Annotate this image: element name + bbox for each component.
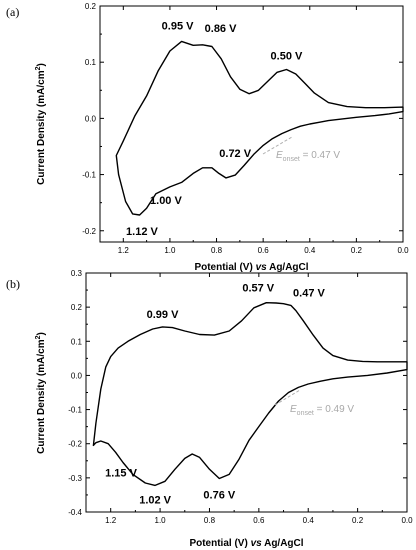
onset-label-value: = 0.49 V <box>314 404 355 415</box>
x-axis-title: Potential (V) vs Ag/AgCl <box>194 262 308 273</box>
onset-tangent-line <box>262 136 293 155</box>
x-tick-label: 0.0 <box>397 246 409 255</box>
y-tick-label: 0.2 <box>71 303 83 312</box>
x-tick-label: 0.2 <box>352 516 364 525</box>
peak-label: 0.76 V <box>203 490 235 502</box>
peak-label: 0.47 V <box>293 287 325 299</box>
onset-label: Eonset = 0.49 V <box>290 404 354 417</box>
y-tick-label: 0.1 <box>85 58 97 67</box>
cv-curve <box>115 40 404 216</box>
y-tick-label: 0.1 <box>71 337 83 346</box>
x-axis-title-prefix: Potential (V) <box>189 538 250 549</box>
y-tick-label: 0.0 <box>85 114 97 123</box>
cv-curve <box>92 302 408 487</box>
peak-label: 0.50 V <box>271 50 303 62</box>
peak-label: 1.15 V <box>105 467 137 479</box>
y-axis-title: Current Density (mA/cm2) <box>35 63 47 185</box>
y-tick-label: -0.2 <box>68 440 82 449</box>
y-tick-label: -0.4 <box>68 508 82 517</box>
x-axis-title-suffix: Ag/AgCl <box>267 262 309 273</box>
y-axis-title-main: Current Density (mA/cm <box>36 70 47 185</box>
x-tick-label: 0.4 <box>304 246 316 255</box>
x-axis-title: Potential (V) vs Ag/AgCl <box>189 538 303 549</box>
peak-label: 0.72 V <box>219 148 251 160</box>
peak-label: 0.86 V <box>205 23 237 35</box>
y-tick-label: -0.2 <box>82 227 96 236</box>
y-tick-label: 0.2 <box>85 2 97 11</box>
y-axis-title-close: ) <box>36 63 47 66</box>
y-tick-label: -0.1 <box>82 171 96 180</box>
x-tick-label: 1.0 <box>164 246 176 255</box>
onset-label-value: = 0.47 V <box>300 150 341 161</box>
x-tick-label: 0.8 <box>211 246 223 255</box>
y-axis: 0.2 0.1 0.0 -0.1 -0.2 <box>82 2 403 236</box>
onset-label-sub: onset <box>283 156 300 163</box>
x-axis-title-prefix: Potential (V) <box>194 262 255 273</box>
x-tick-label: 0.2 <box>351 246 363 255</box>
x-tick-label: 0.6 <box>253 516 265 525</box>
x-tick-label: 0.0 <box>401 516 413 525</box>
x-axis: 1.2 1.0 0.8 0.6 0.4 0.2 0.0 <box>118 6 409 255</box>
y-axis: 0.3 0.2 0.1 0.0 -0.1 -0.2 -0.3 -0.4 <box>68 269 407 517</box>
panel-label: (a) <box>6 5 19 19</box>
y-axis-title-close: ) <box>36 332 47 335</box>
peak-label: 0.95 V <box>162 20 194 32</box>
y-axis-title: Current Density (mA/cm2) <box>35 332 47 454</box>
onset-label: Eonset = 0.47 V <box>276 150 340 163</box>
y-axis-title-main: Current Density (mA/cm <box>36 339 47 454</box>
x-axis-title-italic: vs <box>251 538 263 549</box>
y-axis-title-sup: 2 <box>35 66 42 70</box>
peak-label: 1.12 V <box>126 226 158 238</box>
x-axis-title-italic: vs <box>256 262 268 273</box>
x-tick-label: 1.2 <box>105 516 117 525</box>
panel-label: (b) <box>6 277 20 291</box>
peak-label: 0.57 V <box>242 283 274 295</box>
x-tick-label: 0.4 <box>303 516 315 525</box>
y-axis-title-sup: 2 <box>35 335 42 339</box>
x-tick-label: 0.8 <box>204 516 216 525</box>
y-tick-label: -0.1 <box>68 406 82 415</box>
y-tick-label: 0.0 <box>71 371 83 380</box>
peak-label: 0.99 V <box>147 309 179 321</box>
chart-panel-a: (a) 1.2 1.0 0.8 0.6 0.4 0.2 0.0 0.2 0.1 0.0 -0.1 -0.… <box>6 2 409 273</box>
y-tick-label: -0.3 <box>68 474 82 483</box>
x-tick-label: 0.6 <box>258 246 270 255</box>
onset-label-e: E <box>290 404 297 415</box>
x-axis: 1.2 1.0 0.8 0.6 0.4 0.2 0.0 <box>105 273 413 525</box>
peak-label: 1.02 V <box>139 494 171 506</box>
onset-tangent-line <box>274 389 301 406</box>
onset-label-e: E <box>276 150 283 161</box>
x-tick-label: 1.0 <box>155 516 167 525</box>
x-axis-title-suffix: Ag/AgCl <box>262 538 304 549</box>
x-tick-label: 1.2 <box>118 246 130 255</box>
y-tick-label: 0.3 <box>71 269 83 278</box>
chart-panel-b: (b) 1.2 1.0 0.8 0.6 0.4 0.2 0.0 0.3 0.2 0.1 0.0 -0.1… <box>6 269 413 549</box>
onset-label-sub: onset <box>297 410 314 417</box>
plot-frame <box>99 5 404 243</box>
peak-label: 1.00 V <box>150 195 182 207</box>
